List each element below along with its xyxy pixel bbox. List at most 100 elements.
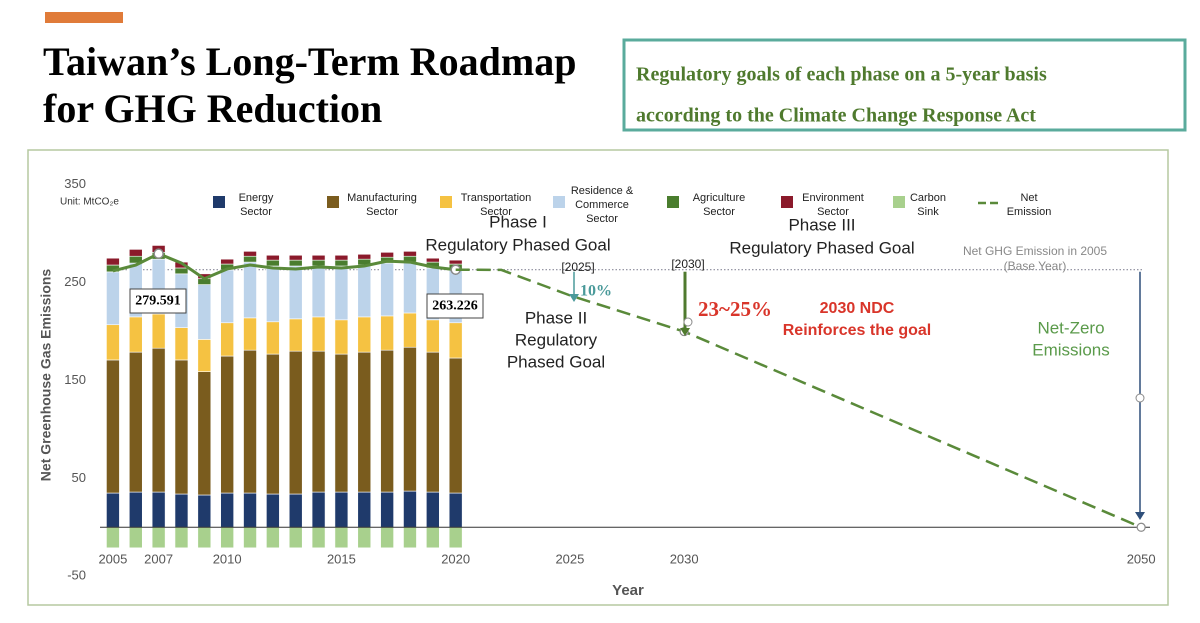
bar-segment — [288, 318, 303, 352]
annotation: Phased Goal — [507, 352, 605, 371]
bar-segment — [380, 252, 394, 258]
bar-segment — [334, 526, 349, 549]
net-point — [153, 248, 164, 259]
legend-label: Environment Sector — [802, 192, 864, 218]
bar-segment — [380, 526, 394, 549]
bar-segment — [243, 526, 257, 549]
bar-segment — [357, 491, 372, 528]
bar-segment — [220, 258, 234, 265]
annotation: Regulatory — [515, 330, 598, 349]
bar-segment — [403, 251, 417, 257]
bar-segment — [266, 259, 280, 267]
x-tick-label: 2050 — [1127, 551, 1156, 566]
bar-segment — [220, 322, 234, 357]
x-tick-label: 2010 — [213, 551, 242, 566]
bar-segment — [266, 265, 280, 323]
bar-segment — [288, 350, 303, 495]
x-tick-label: 2005 — [98, 551, 127, 566]
bar-segment — [380, 491, 394, 528]
bar-segment — [288, 493, 303, 528]
y-axis-title: Net Greenhouse Gas Emissions — [38, 269, 54, 482]
annotation: Phase II — [525, 308, 587, 327]
reference-label: Net GHG Emission in 2005 — [963, 244, 1107, 258]
bar-segment — [448, 492, 463, 528]
legend-symbol — [440, 196, 452, 208]
bar-segment — [448, 259, 463, 265]
bar-segment — [311, 259, 326, 267]
chart-frame — [27, 149, 1169, 606]
bar-segment — [151, 313, 166, 349]
legend-symbol — [781, 196, 793, 208]
annotation: 23~25% — [698, 297, 772, 321]
bar-segment — [357, 264, 372, 318]
bar-segment — [380, 262, 394, 317]
y-tick-label: -50 — [67, 568, 86, 583]
bar-segment — [380, 349, 394, 493]
y-tick-label: 350 — [64, 176, 86, 191]
annotation: [2030] — [671, 257, 704, 271]
value-box — [129, 288, 187, 314]
y-tick-label: 250 — [64, 274, 86, 289]
bar-segment — [243, 251, 257, 257]
bar-segment — [243, 255, 257, 263]
bar-segment — [106, 526, 120, 549]
bar-segment — [106, 492, 120, 528]
value-label: 279.591 — [135, 294, 181, 309]
bar-segment — [174, 493, 189, 528]
y-tick-label: 50 — [72, 470, 86, 485]
projection-point — [1136, 522, 1146, 532]
y-tick-label: 150 — [64, 372, 86, 387]
bar-segment — [357, 316, 372, 353]
bar-segment — [311, 350, 326, 493]
x-tick-label: 2030 — [670, 551, 699, 566]
bar-segment — [288, 265, 303, 320]
bar-segment — [243, 261, 257, 319]
arrow-head — [569, 294, 579, 302]
legend-symbol — [667, 196, 679, 208]
annotation: [2025] — [561, 260, 594, 274]
note-line: Regulatory goals of each phase on a 5-ye… — [636, 64, 1047, 86]
arrow-head — [680, 328, 690, 336]
legend-symbol — [893, 196, 905, 208]
legend-label: Manufacturing Sector — [347, 192, 417, 218]
marker — [683, 317, 693, 327]
value-box — [426, 293, 484, 319]
note-line: according to the Climate Change Response… — [636, 105, 1036, 127]
bar-segment — [426, 526, 440, 549]
bar-segment — [426, 257, 440, 263]
bar-segment — [288, 526, 303, 549]
legend-symbol — [327, 196, 339, 208]
legend-label: Net Emission — [1006, 192, 1052, 218]
bar-segment — [151, 491, 166, 528]
bar-segment — [334, 265, 349, 321]
bar-segment — [266, 321, 280, 355]
bar-segment — [266, 526, 280, 549]
legend-symbol — [213, 196, 225, 208]
annotation: Regulatory Phased Goal — [729, 238, 914, 257]
bar-segment — [266, 493, 280, 528]
bar-segment — [128, 249, 143, 257]
annotation: Phase I — [489, 212, 547, 231]
x-axis-title: Year — [612, 582, 644, 599]
unit-label: Unit: MtCO₂e — [60, 197, 119, 208]
bar-segment — [426, 491, 440, 528]
accent-bar — [45, 12, 123, 23]
bar-segment — [220, 492, 234, 528]
bar-segment — [197, 284, 212, 340]
bar-segment — [106, 257, 120, 266]
bar-segment — [403, 526, 417, 549]
x-tick-label: 2007 — [144, 551, 173, 566]
legend-label: Residence & Commerce Sector — [570, 185, 634, 225]
bar-segment — [403, 490, 417, 528]
legend-label: Carbon Sink — [909, 192, 947, 218]
annotation: Emissions — [1032, 340, 1109, 359]
bar-segment — [197, 526, 212, 549]
bar-segment — [288, 259, 303, 267]
bar-segment — [266, 254, 280, 261]
bar-segment — [334, 254, 349, 261]
bar-segment — [220, 269, 234, 324]
annotation: 2030 NDC — [820, 300, 895, 317]
bar-segment — [128, 351, 143, 493]
bar-segment — [266, 353, 280, 495]
